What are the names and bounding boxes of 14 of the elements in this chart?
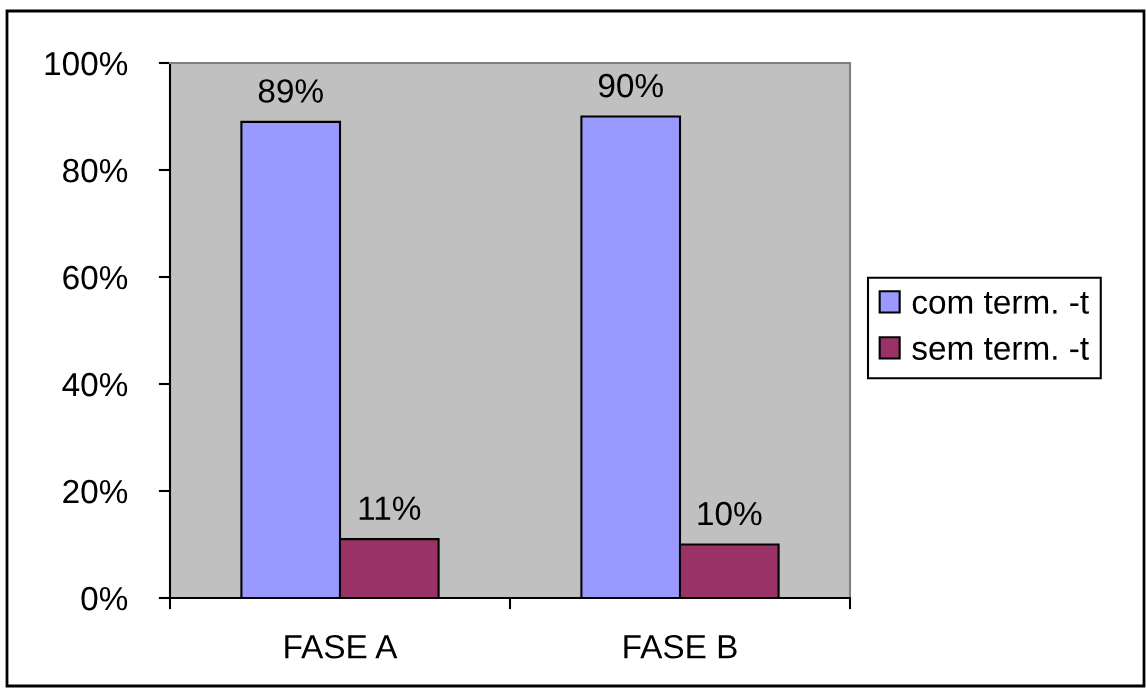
x-tick-label: FASE B — [624, 634, 737, 659]
data-label: 10% — [698, 501, 762, 526]
y-tick-label: 60% — [63, 265, 128, 290]
legend-label: com term. -t — [912, 292, 1089, 314]
data-label: 89% — [258, 79, 323, 103]
y-tick-label: 0% — [81, 586, 128, 611]
y-tick-label: 20% — [63, 479, 128, 504]
legend-label: sem term. -t — [912, 338, 1089, 360]
x-tick-label: FASE A — [285, 634, 398, 659]
data-label: 11% — [359, 496, 421, 520]
y-tick-label: 40% — [62, 372, 128, 397]
y-tick-label: 100% — [45, 51, 128, 76]
y-tick-label: 80% — [63, 158, 128, 183]
data-label: 90% — [598, 73, 663, 98]
